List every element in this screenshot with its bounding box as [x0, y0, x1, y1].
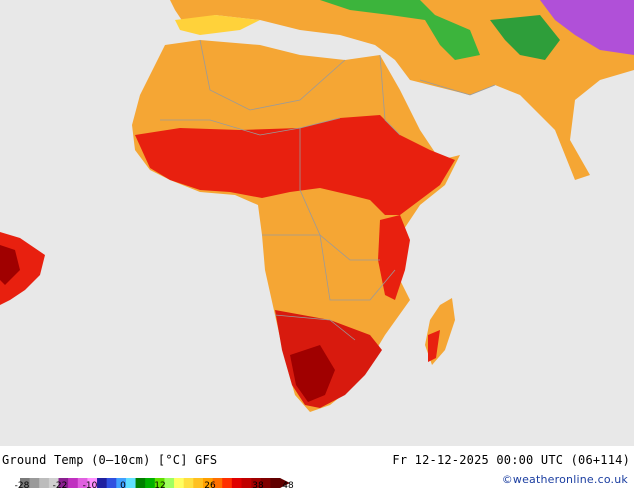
color-legend-bar	[20, 478, 290, 488]
legend-swatch	[135, 478, 146, 488]
legend-tick-label: 26	[204, 481, 216, 491]
legend-swatch	[174, 478, 184, 488]
legend-arrow	[280, 478, 290, 488]
east-africa-hot	[378, 215, 410, 300]
forecast-datetime: Fr 12-12-2025 00:00 UTC (06+114)	[392, 453, 630, 467]
legend-swatch	[97, 478, 107, 488]
legend-swatch	[231, 478, 242, 488]
legend-swatch	[164, 478, 175, 488]
legend-swatch	[39, 478, 50, 488]
legend-swatch	[68, 478, 79, 488]
kalahari-very-hot	[290, 345, 335, 402]
legend-swatch	[20, 478, 30, 488]
map-footer: Ground Temp (0–10cm) [°C] GFS Fr 12-12-2…	[0, 446, 634, 492]
map-title: Ground Temp (0–10cm) [°C] GFS	[2, 453, 218, 467]
legend-tick-label: 48	[282, 481, 294, 491]
map-canvas	[0, 0, 634, 412]
legend-tick-label: -22	[52, 481, 68, 491]
legend-swatch	[183, 478, 194, 488]
legend-swatch	[106, 478, 117, 488]
legend-swatch	[193, 478, 204, 488]
legend-swatch	[116, 478, 127, 488]
legend-swatch	[154, 478, 165, 488]
madagascar-hot	[428, 330, 440, 362]
legend-swatch	[260, 478, 271, 488]
credit-link[interactable]: ©weatheronline.co.uk	[501, 473, 628, 486]
legend-tick-label: 38	[252, 481, 264, 491]
country-borders	[160, 39, 496, 341]
legend-swatch	[29, 478, 40, 488]
legend-swatch	[125, 478, 136, 488]
south-america-very-hot	[0, 245, 20, 285]
legend-swatch	[58, 478, 69, 488]
cold-purple-region	[540, 0, 634, 55]
cold-green-region-east	[490, 15, 560, 60]
cold-green-region	[320, 0, 480, 60]
legend-tick-label: -28	[14, 481, 30, 491]
legend-tick-label: -10	[82, 481, 98, 491]
legend-swatch	[241, 478, 252, 488]
legend-tick-label: 0	[120, 481, 126, 491]
legend-swatch	[87, 478, 98, 488]
legend-swatch	[202, 478, 213, 488]
legend-swatch	[251, 478, 262, 488]
legend-swatch	[212, 478, 223, 488]
legend-swatch	[270, 478, 281, 488]
yellow-band	[175, 15, 260, 35]
legend-swatch	[48, 478, 59, 488]
color-legend	[20, 473, 300, 492]
legend-swatch	[77, 478, 88, 488]
legend-tick-label: 12	[154, 481, 166, 491]
legend-swatch	[222, 478, 233, 488]
sahel-hot-band	[135, 115, 455, 215]
legend-swatch	[145, 478, 156, 488]
temperature-map	[0, 0, 634, 446]
